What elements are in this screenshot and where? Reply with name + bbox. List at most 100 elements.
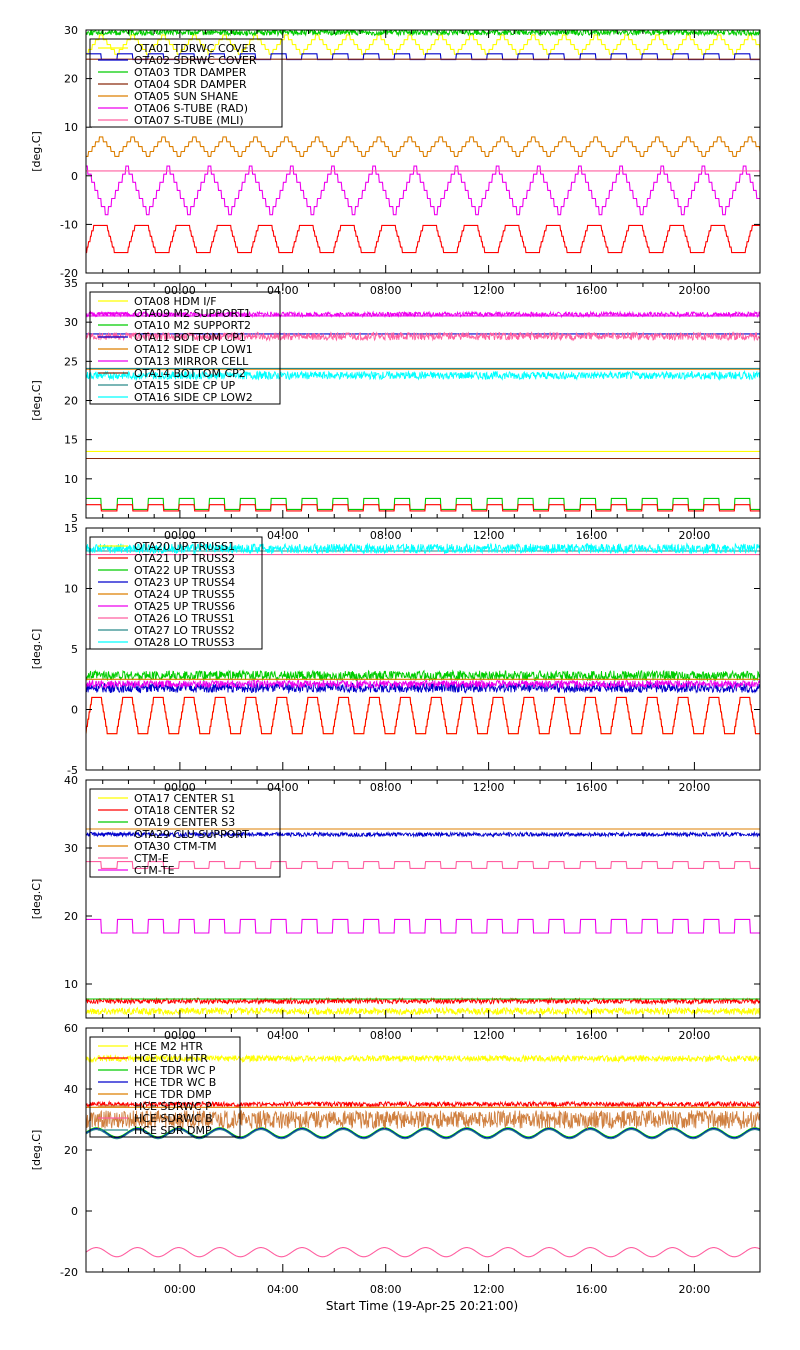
series-line-hce-clu-htr xyxy=(86,1100,760,1109)
y-tick-label: 0 xyxy=(71,1205,78,1218)
series-line-unnamed-7 xyxy=(86,224,760,254)
legend-box xyxy=(89,788,281,878)
series-line-ota06-s-tube-rad- xyxy=(86,165,760,216)
series-line-ota21-up-truss2 xyxy=(86,696,760,735)
legend-entry: HCE TDR WC P xyxy=(134,1064,216,1077)
legend-entry: CTM-TE xyxy=(134,864,175,877)
series-line-ctm-e xyxy=(86,861,760,869)
legend-entry: HCE SDRWC P xyxy=(134,1100,212,1113)
x-tick-label: 00:00 xyxy=(164,1283,196,1296)
y-tick-label: 30 xyxy=(64,842,78,855)
legend-box xyxy=(89,38,283,128)
legend-entry: OTA08 HDM I/F xyxy=(134,295,217,308)
y-tick-label: 10 xyxy=(64,978,78,991)
legend-entry: OTA09 M2 SUPPORT1 xyxy=(134,307,251,320)
legend-entry: OTA06 S-TUBE (RAD) xyxy=(134,102,248,115)
y-tick-label: 5 xyxy=(71,643,78,656)
y-tick-label: 60 xyxy=(64,1022,78,1035)
y-tick-label: -20 xyxy=(60,1266,78,1279)
legend-entry: OTA14 BOTTOM CP2 xyxy=(134,367,246,380)
legend-entry: OTA29 CLU SUPPORT xyxy=(134,828,249,841)
series-line-ota28-lo-truss3 xyxy=(86,542,760,556)
plot-frame xyxy=(85,779,761,1019)
legend-entry: OTA21 UP TRUSS2 xyxy=(134,552,235,565)
y-tick-label: 5 xyxy=(71,512,78,525)
series-line-ota05-sun-shane xyxy=(86,136,760,157)
y-tick-label: 35 xyxy=(64,277,78,290)
series-line-ctm-te xyxy=(86,918,760,934)
legend-entry: OTA02 SDRWC COVER xyxy=(134,54,257,67)
legend-entry: OTA11 BOTTOM CP1 xyxy=(134,331,246,344)
legend-entry: OTA20 UP TRUSS1 xyxy=(134,540,235,553)
y-axis-label: [deg.C] xyxy=(30,1130,43,1171)
series-group xyxy=(86,30,760,254)
legend-entry: OTA10 M2 SUPPORT2 xyxy=(134,319,251,332)
legend-box xyxy=(89,1036,241,1138)
series-line-ota01-tdrwc-cover xyxy=(86,34,760,55)
series-line-unnamed-10 xyxy=(86,504,760,512)
series-line-ota10-m2-support2 xyxy=(86,497,760,510)
legend-box xyxy=(89,536,263,650)
y-tick-label: -5 xyxy=(67,764,78,777)
y-tick-label: 10 xyxy=(64,473,78,486)
legend-entry: OTA25 UP TRUSS6 xyxy=(134,600,235,613)
legend-entry: HCE M2 HTR xyxy=(134,1040,203,1053)
y-tick-label: 0 xyxy=(71,170,78,183)
series-line-ota22-up-truss3 xyxy=(86,669,760,682)
series-line-hce-sdrwc-b xyxy=(86,1247,760,1258)
series-line-ota16-side-cp-low2 xyxy=(86,369,760,381)
y-tick-label: 10 xyxy=(64,583,78,596)
x-tick-label: 16:00 xyxy=(576,1283,608,1296)
y-tick-label: 15 xyxy=(64,434,78,447)
legend-entry: OTA28 LO TRUSS3 xyxy=(134,636,235,649)
legend-entry: OTA18 CENTER S2 xyxy=(134,804,235,817)
panel-5: -20 0 20 40 60 00:00 04:00 08:00 12:00 16:00 20:00… xyxy=(30,1022,761,1296)
legend-entry: OTA24 UP TRUSS5 xyxy=(134,588,235,601)
legend-entry: OTA05 SUN SHANE xyxy=(134,90,238,103)
x-axis-label: Start Time (19-Apr-25 20:21:00) xyxy=(326,1299,518,1313)
y-axis-label: [deg.C] xyxy=(30,131,43,172)
legend-entry: OTA12 SIDE CP LOW1 xyxy=(134,343,253,356)
legend-entry: OTA04 SDR DAMPER xyxy=(134,78,247,91)
series-group xyxy=(86,828,760,1017)
y-axis-label: [deg.C] xyxy=(30,629,43,670)
plot-frame xyxy=(85,29,761,274)
legend-entry: HCE SDR DMP xyxy=(134,1124,212,1137)
y-tick-label: 20 xyxy=(64,1144,78,1157)
y-tick-label: -20 xyxy=(60,267,78,280)
legend-entry: OTA01 TDRWC COVER xyxy=(134,42,257,55)
x-tick-label: 08:00 xyxy=(370,1283,402,1296)
y-tick-label: 0 xyxy=(71,704,78,717)
legend-entry: OTA15 SIDE CP UP xyxy=(134,379,236,392)
series-line-ota23-up-truss4 xyxy=(86,681,760,695)
series-line-hce-sdr-dmp xyxy=(86,1129,760,1140)
legend-entry: OTA07 S-TUBE (MLI) xyxy=(134,114,244,127)
legend-entry: OTA17 CENTER S1 xyxy=(134,792,235,805)
legend-box xyxy=(89,291,281,405)
legend-entry: OTA16 SIDE CP LOW2 xyxy=(134,391,253,404)
series-group xyxy=(86,1054,760,1258)
y-tick-label: 20 xyxy=(64,73,78,86)
series-line-ota03-tdr-damper xyxy=(86,30,760,38)
series-line-ota29-clu-support xyxy=(86,830,760,839)
series-line-hce-m2-htr xyxy=(86,1054,760,1064)
legend-entry: CTM-E xyxy=(134,852,169,865)
series-line-ota09-m2-support1 xyxy=(86,310,760,319)
x-tick-label: 20:00 xyxy=(679,1283,711,1296)
y-tick-label: 10 xyxy=(64,121,78,134)
y-tick-label: 25 xyxy=(64,355,78,368)
series-line-ota25-up-truss6 xyxy=(86,679,760,690)
y-tick-label: 15 xyxy=(64,522,78,535)
x-tick-label: 04:00 xyxy=(267,1283,299,1296)
y-axis-label: [deg.C] xyxy=(30,380,43,421)
series-line-ota20-up-truss1 xyxy=(86,696,760,735)
y-tick-label: 40 xyxy=(64,1083,78,1096)
legend-entry: OTA23 UP TRUSS4 xyxy=(134,576,235,589)
y-tick-label: 30 xyxy=(64,24,78,37)
legend-entry: OTA26 LO TRUSS1 xyxy=(134,612,235,625)
series-line-unnamed-9 xyxy=(86,331,760,342)
